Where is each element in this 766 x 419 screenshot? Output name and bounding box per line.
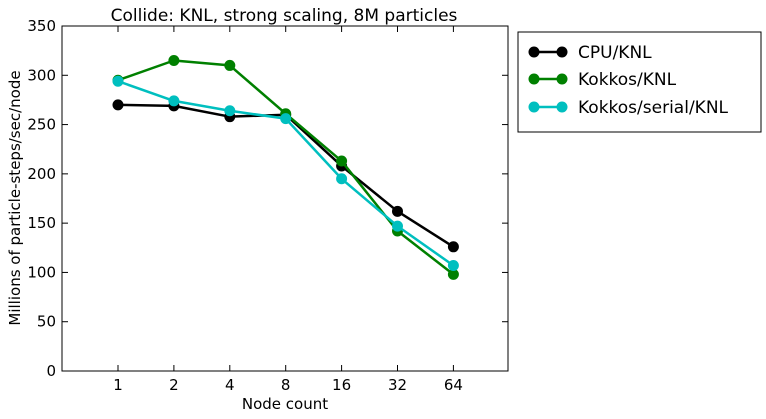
legend-marker <box>528 101 540 113</box>
y-axis: 0 50 100 150 200 250 300 350 <box>27 17 508 380</box>
series-line <box>117 59 455 276</box>
legend-label: Kokkos/KNL <box>578 70 677 90</box>
data-point <box>112 75 124 87</box>
legend-item: CPU/KNL <box>528 43 652 63</box>
series-layer <box>112 55 459 280</box>
series-1 <box>112 55 459 280</box>
x-tick-label: 2 <box>169 376 179 394</box>
x-tick-label: 64 <box>444 376 463 394</box>
data-point <box>447 260 459 272</box>
series-2 <box>112 75 459 272</box>
data-point <box>224 105 236 117</box>
legend: CPU/KNL Kokkos/KNL Kokkos/serial/KNL <box>517 31 762 133</box>
data-point <box>447 241 459 253</box>
y-tick-label: 150 <box>27 214 56 232</box>
x-tick-label: 16 <box>332 376 351 394</box>
data-point <box>280 113 292 125</box>
legend-marker <box>528 46 540 58</box>
data-point <box>336 173 348 185</box>
data-point <box>392 205 403 217</box>
y-tick-label: 50 <box>37 313 56 331</box>
x-tick-label: 8 <box>281 376 291 394</box>
y-axis-label: Millions of particle-steps/sec/node <box>6 70 24 325</box>
x-tick-label: 32 <box>388 376 407 394</box>
legend-label: CPU/KNL <box>578 43 652 63</box>
plot-area <box>61 25 509 372</box>
y-tick-label: 250 <box>27 116 56 134</box>
y-tick-label: 300 <box>27 66 56 84</box>
y-tick-label: 350 <box>27 17 56 35</box>
x-tick-label: 4 <box>225 376 235 394</box>
legend-item: Kokkos/KNL <box>528 70 677 90</box>
legend-label: Kokkos/serial/KNL <box>578 98 729 118</box>
data-point <box>112 99 124 111</box>
series-line <box>117 103 455 248</box>
x-axis-label: Node count <box>242 395 328 413</box>
data-point <box>392 220 403 232</box>
y-tick-label: 100 <box>27 263 56 281</box>
data-point <box>336 155 348 167</box>
data-point <box>224 59 236 71</box>
y-tick-label: 200 <box>27 165 56 183</box>
data-point <box>168 55 180 66</box>
legend-marker <box>528 73 540 85</box>
data-point <box>168 95 180 107</box>
x-axis: 1 2 4 8 16 32 64 <box>113 26 463 394</box>
legend-marker <box>556 46 568 58</box>
y-tick-label: 0 <box>46 362 56 380</box>
legend-marker <box>556 101 568 113</box>
legend-marker <box>556 73 568 85</box>
x-tick-label: 1 <box>113 376 123 394</box>
legend-item: Kokkos/serial/KNL <box>528 98 729 118</box>
chart-title: Collide: KNL, strong scaling, 8M particl… <box>111 6 458 26</box>
